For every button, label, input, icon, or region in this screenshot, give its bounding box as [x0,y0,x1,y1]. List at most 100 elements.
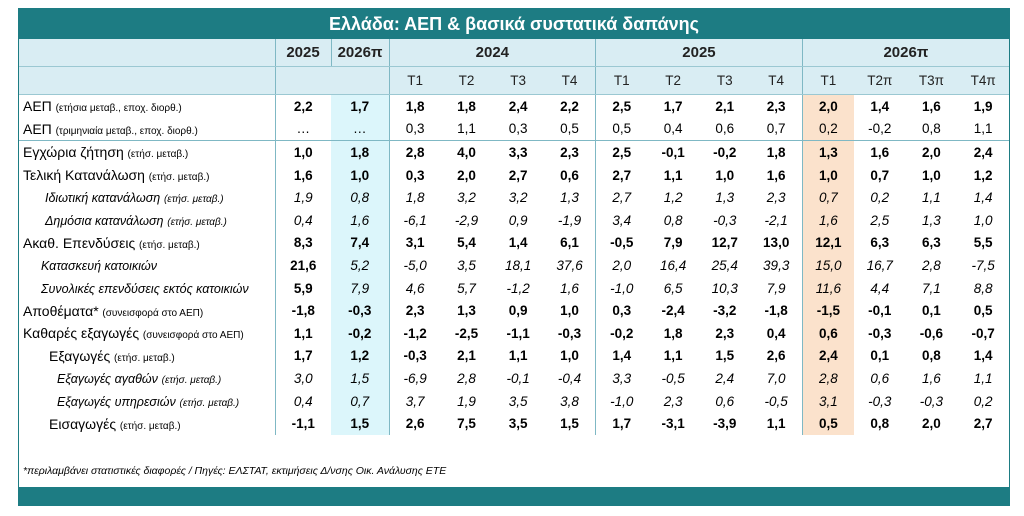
data-row: Ιδιωτική κατανάλωση (ετήσ. μεταβ.) 1,9 0,8… [19,186,1009,209]
value-cell: 4,4 [870,280,890,296]
value-cell: 1,0 [922,167,941,183]
value-cell: 2,0 [595,254,648,277]
value-cell: 0,1 [870,348,890,364]
footnote: *περιλαμβάνει στατιστικές διαφορές / Πηγ… [23,465,447,477]
quarter-header: Τ2π [853,66,906,95]
value-cell: 1,4 [508,235,528,251]
value-cell: 8,3 [274,231,332,255]
value-cell: 0,2 [801,117,854,142]
row-label: Ακαθ. Επενδύσεις (ετήσ. μεταβ.) [19,232,275,255]
value-cell: 0,4 [274,389,332,413]
value-cell: 2,5 [870,212,890,228]
value-cell: 16,7 [866,257,893,273]
panel: Ελλάδα: ΑΕΠ & βασικά συστατικά δαπάνης 2… [18,8,1010,506]
row-label-text: Συνολικές επενδύσεις εκτός κατοικιών [41,281,249,296]
value-cell: 2,0 [922,144,941,160]
value-cell: 2,0 [457,167,476,183]
row-label-text: Τελική Κατανάλωση [23,167,145,184]
quarter-header: Τ2 [440,66,493,95]
value-cell: 21,6 [274,254,332,277]
value-cell: 2,5 [595,94,648,118]
value-cell: 12,7 [711,235,738,251]
row-label: Εξαγωγές αγαθών (ετήσ. μεταβ.) [19,367,275,390]
value-cell: 1,5 [560,416,579,432]
value-cell: 0,3 [388,117,441,142]
value-cell: 2,7 [595,186,648,209]
value-cell: 1,0 [331,163,390,187]
value-cell: 16,4 [659,257,687,273]
value-cell: 1,8 [457,98,476,114]
quarter-header: Τ1 [595,66,648,95]
value-cell: 1,1 [440,117,493,142]
data-row: Δημόσια κατανάλωση (ετήσ. μεταβ.) 0,4 1,6-… [19,208,1009,232]
row-label-text: Ακαθ. Επενδύσεις [23,234,136,251]
value-cell: -0,4 [557,370,582,386]
value-cell: -3,9 [713,416,737,432]
value-cell: 1,4 [595,344,648,368]
value-cell: 1,6 [766,167,786,183]
data-row: ΑΕΠ (ετήσια μεταβ., εποχ. διορθ.) 2,2 1,7 1… [19,94,1009,118]
value-cell: 4,6 [388,276,441,300]
value-cell: 5,9 [274,276,332,300]
value-cell: -2,4 [661,303,685,319]
value-cell: 5,4 [457,235,476,251]
data-row: Αποθέματα* (συνεισφορά στο ΑΕΠ) -1,8 -0,3 2… [19,299,1009,322]
year-header: 2026π [801,39,1009,67]
row-label: ΑΕΠ (τριμηνιαία μεταβ., εποχ. διορθ.) [19,117,276,142]
row-label-text: Κατασκευή κατοικιών [41,258,157,273]
value-cell: 0,6 [698,117,751,142]
value-cell: 1,0 [973,212,993,228]
value-cell: -1,1 [274,412,332,435]
value-cell: -0,5 [661,370,685,386]
value-cell: 1,7 [331,94,390,118]
value-cell: 2,1 [715,98,735,114]
header-cell [19,39,276,67]
value-cell: -1,1 [506,325,530,341]
value-cell: 3,8 [560,393,579,409]
row-unit: (ετήσ. μεταβ.) [119,420,181,432]
value-cell: 1,5 [715,348,735,364]
value-cell: 1,7 [274,344,332,368]
value-cell: -2,5 [454,325,479,341]
value-cell: 37,6 [556,257,583,273]
row-label: Εισαγωγές (ετήσ. μεταβ.) [19,412,275,435]
value-cell: -1,5 [801,299,854,322]
data-row: Εξαγωγές (ετήσ. μεταβ.) 1,7 1,2 -0,3 2,1 1,1 1… [19,344,1009,368]
quarter-header: Τ4π [957,66,1009,95]
row-unit: (ετήσ. μεταβ.) [161,374,222,386]
value-cell: 1,3 [560,190,579,206]
quarter-header: Τ1 [801,66,854,95]
value-cell: -1,0 [595,276,648,300]
value-cell: 0,8 [905,117,958,142]
header-cell [274,66,332,95]
value-cell: 2,1 [457,348,476,364]
value-cell: -0,2 [713,144,737,160]
header-row: 2025 2026π 2024 2025 2026π [19,39,1009,67]
row-label: Καθαρές εξαγωγές (συνεισφορά στο ΑΕΠ) [19,322,275,345]
row-label-text: Εξαγωγές [49,347,111,364]
row-unit: (συνεισφορά στο ΑΕΠ) [102,307,204,319]
row-unit: (συνεισφορά στο ΑΕΠ) [142,330,244,342]
value-cell: 2,7 [508,167,528,183]
value-cell: 7,9 [766,280,786,296]
value-cell: -0,3 [557,325,582,341]
value-cell: 39,3 [763,257,790,273]
value-cell: 6,1 [560,235,579,251]
value-cell: 8,8 [973,280,993,296]
value-cell: 6,5 [663,280,683,296]
value-cell: 2,3 [388,299,441,322]
value-cell: 3,4 [595,208,648,232]
row-label: Συνολικές επενδύσεις εκτός κατοικιών [19,277,275,300]
value-cell: 1,2 [973,167,993,183]
value-cell: 5,5 [973,235,993,251]
value-cell: 1,6 [801,208,854,232]
row-unit: (ετήσια μεταβ., εποχ. διορθ.) [55,103,182,115]
row-unit: (ετήσ. μεταβ.) [148,172,210,184]
value-cell: 1,0 [560,303,579,319]
value-cell: -0,2 [853,117,906,142]
value-cell: 0,8 [663,212,683,228]
value-cell: 1,3 [715,190,735,206]
value-cell: 3,7 [388,389,441,413]
data-row: Κατασκευή κατοικιών 21,6 5,2 -5,0 3,5 18,1 37,… [19,254,1009,277]
value-cell: 5,7 [457,280,476,296]
